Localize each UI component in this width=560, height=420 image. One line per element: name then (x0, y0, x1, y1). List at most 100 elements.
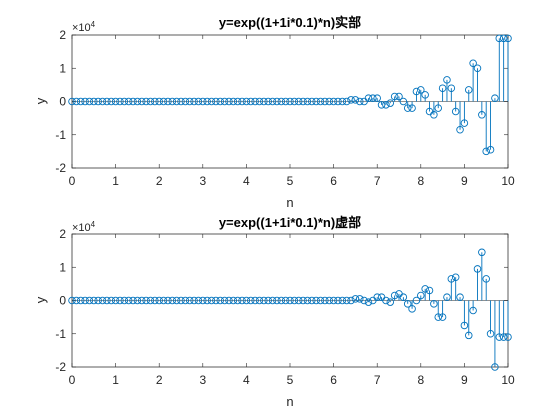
imag-part-stem-marker (111, 296, 120, 305)
real-part-x-tick-label: 9 (461, 174, 468, 188)
imag-part-stem-marker (504, 333, 512, 341)
real-part-x-tick-label: 1 (112, 174, 119, 188)
real-part-stem-marker (133, 97, 142, 106)
imag-part-stem-marker (168, 296, 177, 305)
real-part-stem-marker (81, 97, 89, 106)
imag-part-stem-marker (434, 313, 442, 321)
real-part-stem-marker (207, 97, 216, 106)
real-part-stem-marker (478, 111, 486, 119)
real-part-stem-marker (504, 34, 512, 43)
imag-part-stem-marker (203, 296, 211, 305)
imag-part-stem-marker (72, 296, 81, 305)
imag-part-stem-marker (146, 296, 155, 305)
imag-part-stem-marker (207, 296, 216, 305)
real-part-stem-marker (373, 94, 381, 102)
imag-part-stem-marker (364, 298, 373, 306)
imag-part-stem-marker (159, 296, 168, 305)
real-part-x-tick-label: 8 (417, 174, 424, 188)
real-part-stem-marker (334, 97, 342, 106)
imag-part-stem-marker (430, 300, 438, 308)
real-part-title: y=exp((1+1i*0.1)*n)实部 (219, 15, 361, 30)
real-part-exponent-power: 4 (91, 20, 96, 29)
imag-part-stem-marker (85, 296, 94, 305)
imag-part-stem-marker (190, 296, 198, 305)
real-part-stem-marker (177, 97, 185, 106)
imag-part-exponent-base: ×10 (72, 222, 91, 234)
real-part-y-tick-label: 1 (59, 61, 66, 75)
real-part-stem-marker (421, 91, 429, 99)
imag-part-stem-marker (290, 296, 299, 305)
real-part-stem-marker (412, 87, 421, 96)
imag-part-stem-marker (316, 296, 325, 305)
imag-part-stem-marker (229, 296, 238, 305)
imag-part-stem-marker (421, 285, 429, 293)
real-part-stem-marker (386, 99, 395, 107)
real-part-stem-marker (212, 97, 220, 106)
real-part-xlabel: n (286, 195, 293, 210)
real-part-stem-marker (251, 97, 259, 106)
real-part-stem-marker (255, 97, 264, 106)
real-part-stem-marker (124, 97, 133, 106)
real-part-stem-marker (111, 97, 120, 106)
real-part-stem-marker (159, 97, 168, 106)
imag-part-stem-marker (107, 296, 115, 305)
real-part-stem-marker (299, 97, 307, 106)
real-part-stem-marker (377, 101, 386, 109)
real-part-stem-marker (238, 97, 246, 106)
imag-part-stem-marker (225, 296, 233, 305)
imag-part-stem-marker (181, 296, 190, 305)
imag-part-stem-marker (120, 296, 129, 305)
imag-part-stem-marker (273, 296, 281, 305)
real-part-stem-marker (473, 64, 482, 72)
imag-part-stem-marker (94, 296, 102, 305)
real-part-stem-marker (321, 97, 329, 106)
imag-part-exponent-power: 4 (91, 220, 96, 229)
imag-part-stem-marker (473, 265, 482, 273)
real-part-stem-marker (438, 84, 447, 92)
real-part-stem-marker (220, 97, 229, 106)
real-part-stem-marker (342, 97, 351, 106)
imag-part-stem-marker (116, 296, 124, 305)
real-part-ylabel: y (33, 97, 48, 104)
imag-part-stem-marker (491, 363, 499, 371)
imag-part-stem-marker (81, 296, 89, 305)
imag-part-stem-marker (325, 296, 333, 305)
real-part-x-tick-label: 10 (501, 174, 515, 188)
real-part-stem-marker (408, 104, 416, 112)
imag-part-stem-marker (312, 296, 320, 305)
imag-part-stem-marker (238, 296, 246, 305)
real-part-stems (68, 34, 512, 156)
imag-part-stem-marker (185, 296, 194, 305)
imag-part-stem-marker (212, 296, 220, 305)
real-part-stem-marker (277, 97, 286, 106)
real-part-stem-marker (229, 97, 238, 106)
real-part-stem-marker (329, 97, 338, 106)
real-part-stem-marker (76, 97, 85, 106)
imag-part-stem-marker (486, 330, 495, 338)
real-part-x-tick-label: 5 (287, 174, 294, 188)
real-part-stem-marker (216, 97, 224, 106)
imag-part-stem-marker (469, 306, 477, 315)
imag-part-stems (68, 248, 512, 371)
real-part-x-tick-label: 2 (156, 174, 163, 188)
imag-part-stem-marker (294, 296, 303, 305)
real-part-stem-marker (286, 97, 294, 106)
real-part-stem-marker (155, 97, 163, 106)
real-part-stem-marker (382, 101, 390, 109)
imag-part-y-tick-label: 2 (59, 227, 66, 241)
imag-part-stem-marker (303, 296, 312, 305)
real-part-stem-marker (338, 97, 347, 106)
real-part-x-tick-label: 7 (374, 174, 381, 188)
real-part-y-tick-label: -2 (55, 161, 66, 175)
imag-part-stem-marker (495, 333, 504, 341)
imag-part-stem-marker (382, 296, 390, 305)
imag-part-stem-marker (260, 296, 268, 305)
real-part-stem-marker (203, 97, 211, 106)
imag-part-stem-marker (373, 293, 381, 301)
imag-part-stem-marker (447, 275, 456, 283)
imag-part-stem-marker (386, 298, 395, 306)
real-part-stem-marker (451, 107, 460, 116)
imag-part-x-tick-label: 9 (461, 373, 468, 387)
